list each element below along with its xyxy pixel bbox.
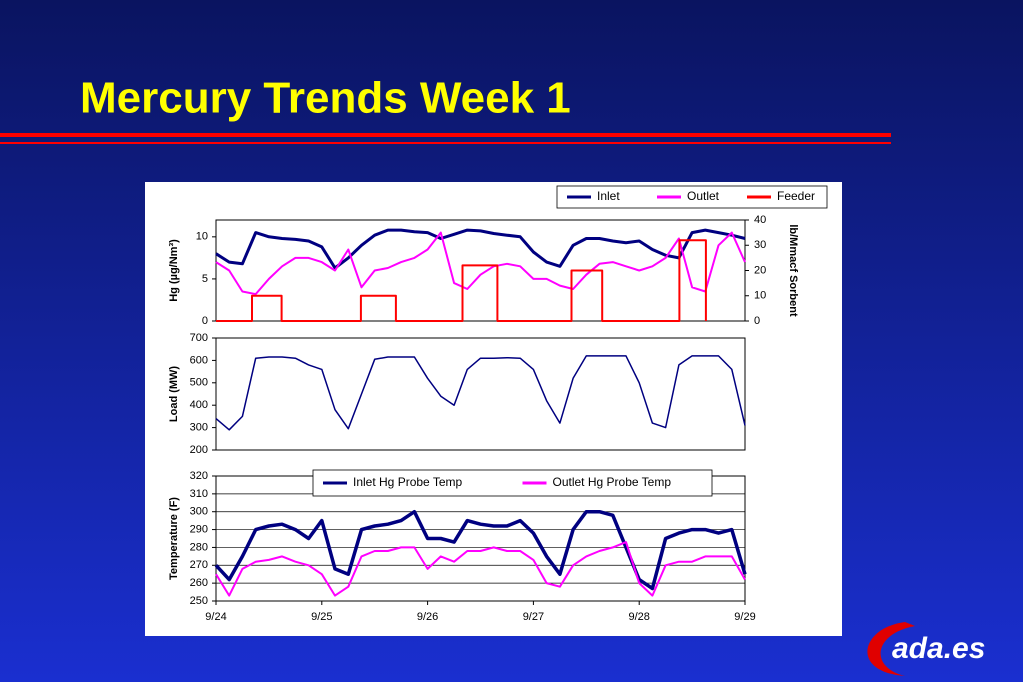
logo-text: ada.es <box>892 632 985 665</box>
y-tick-label: 290 <box>190 523 208 535</box>
rule <box>0 142 891 144</box>
x-tick-label: 9/26 <box>417 611 438 623</box>
y-axis-label: Hg (µg/Nm³) <box>168 239 180 302</box>
series-line <box>216 239 707 322</box>
y2-tick-label: 0 <box>754 315 760 327</box>
plot-area <box>215 219 746 322</box>
y-axis-label: Temperature (F) <box>168 497 180 580</box>
y-tick-label: 600 <box>190 354 208 366</box>
y-tick-label: 320 <box>190 470 208 482</box>
y2-tick-label: 30 <box>754 239 766 251</box>
y-tick-label: 280 <box>190 541 208 553</box>
y-tick-label: 310 <box>190 488 208 500</box>
y-axis-label: Load (MW) <box>168 366 180 423</box>
series-line <box>215 228 746 270</box>
y-tick-label: 250 <box>190 595 208 607</box>
y2-tick-label: 10 <box>754 290 766 302</box>
legend-label: Inlet <box>597 189 620 203</box>
series-line <box>215 355 746 431</box>
rule <box>0 133 891 137</box>
slide-title: Mercury Trends Week 1 <box>80 74 571 123</box>
charts: 0 5 10 0 10 20 30 40 Hg (µg/Nm³) lb/Mmacf Sorbent… <box>168 185 828 623</box>
y-tick-label: 200 <box>190 444 208 456</box>
y-tick-label: 700 <box>190 332 208 344</box>
legend-box <box>556 185 828 209</box>
plot-area <box>215 337 746 451</box>
x-tick-label: 9/25 <box>311 611 332 623</box>
y2-tick-label: 40 <box>754 214 766 226</box>
y2-tick-label: 20 <box>754 264 766 276</box>
series-line <box>215 231 746 296</box>
legend-box <box>312 469 713 497</box>
y-tick-label: 300 <box>190 506 208 518</box>
y-tick-label: 270 <box>190 559 208 571</box>
x-tick-label: 9/24 <box>205 611 226 623</box>
y-tick-label: 260 <box>190 577 208 589</box>
y-tick-label: 5 <box>202 273 208 285</box>
legend-label: Feeder <box>777 189 815 203</box>
x-tick-label: 9/27 <box>523 611 544 623</box>
logo-swoosh <box>867 622 915 676</box>
legend-label: Inlet Hg Probe Temp <box>353 475 462 489</box>
y-tick-label: 400 <box>190 399 208 411</box>
x-tick-label: 9/29 <box>734 611 755 623</box>
series-line <box>214 509 747 591</box>
series-line <box>215 541 746 597</box>
legend-label: Outlet <box>687 189 720 203</box>
y-tick-label: 500 <box>190 377 208 389</box>
y-tick-label: 300 <box>190 422 208 434</box>
y-tick-label: 10 <box>196 231 208 243</box>
logo: ada.es <box>867 622 985 676</box>
legend-label: Outlet Hg Probe Temp <box>553 475 672 489</box>
y-tick-label: 0 <box>202 315 208 327</box>
y2-axis-label: lb/Mmacf Sorbent <box>787 224 799 317</box>
x-tick-label: 9/28 <box>628 611 649 623</box>
